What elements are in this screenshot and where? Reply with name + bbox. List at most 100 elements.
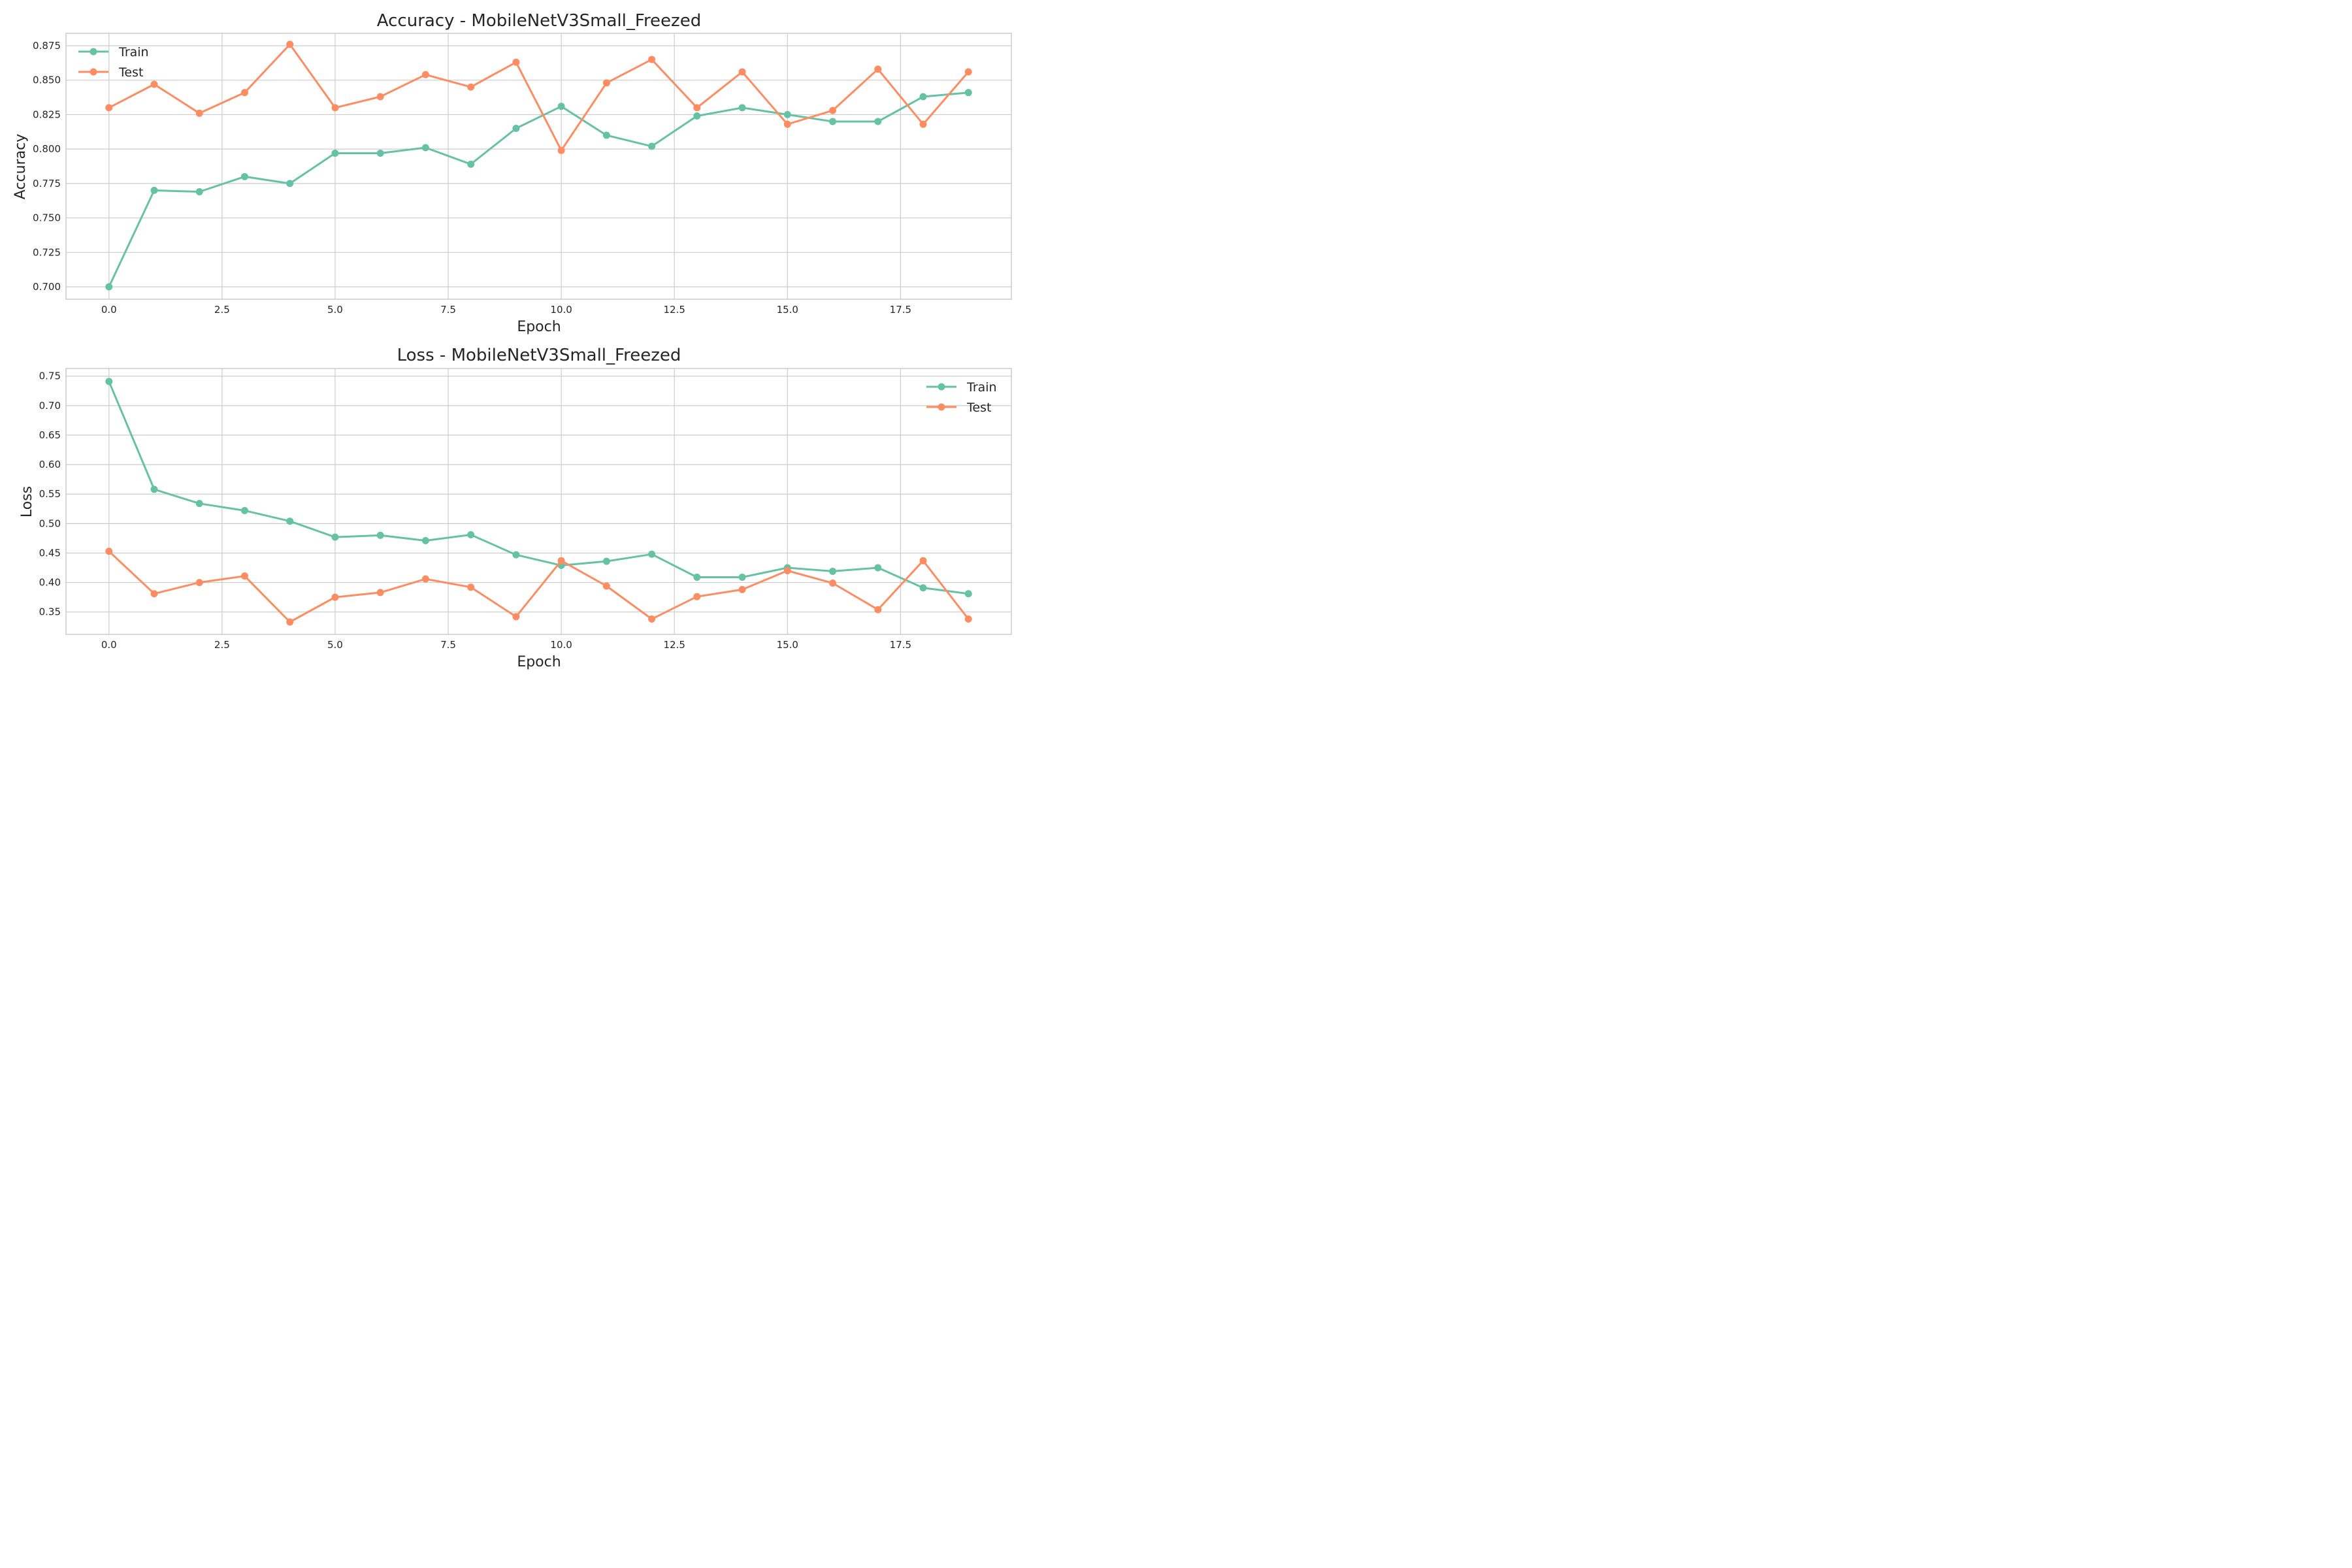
loss-y-tick-label: 0.70 [39, 400, 61, 412]
figure: Accuracy - MobileNetV3Small_Freezed 0.0 2… [12, 11, 1012, 670]
accuracy-test-point [105, 104, 113, 112]
loss-train-point [195, 500, 203, 508]
accuracy-train-point [467, 160, 475, 168]
loss-test-point [421, 575, 429, 583]
accuracy-x-tick-label: 15.0 [777, 304, 798, 316]
accuracy-test-point [919, 120, 927, 128]
accuracy-train-point [964, 89, 972, 97]
loss-train-point [512, 551, 520, 559]
accuracy-test-point [693, 104, 701, 112]
accuracy-test-point [964, 68, 972, 76]
accuracy-train-point [195, 188, 203, 196]
loss-y-tick-label: 0.50 [39, 517, 61, 529]
accuracy-train-point [738, 104, 746, 112]
accuracy-x-tick-label: 7.5 [440, 304, 456, 316]
loss-y-tick-label: 0.35 [39, 606, 61, 618]
legend-loss-test-marker [938, 403, 945, 411]
accuracy-y-tick-label: 0.725 [33, 246, 61, 258]
legend-accuracy-test-label: Test [118, 65, 143, 80]
legend-loss-test-label: Test [966, 400, 991, 415]
accuracy-test-point [467, 83, 475, 91]
loss-x-tick-label: 5.0 [327, 639, 343, 651]
accuracy-chart: Accuracy - MobileNetV3Small_Freezed 0.0 2… [12, 11, 1012, 335]
accuracy-x-tick-label: 5.0 [327, 304, 343, 316]
loss-train-point [919, 584, 927, 592]
loss-plot-frame [65, 368, 1012, 635]
accuracy-test-point [331, 104, 339, 112]
accuracy-test-point [602, 79, 610, 87]
accuracy-test-point [783, 120, 791, 128]
accuracy-ticks: 0.0 2.5 5.0 7.5 10.0 12.5 15.0 17.5 0.700 0.725 0.… [33, 40, 911, 316]
accuracy-test-point [738, 68, 746, 76]
accuracy-series [105, 41, 972, 291]
accuracy-y-tick-label: 0.850 [33, 74, 61, 86]
accuracy-plot-frame [65, 33, 1012, 300]
loss-chart-title: Loss - MobileNetV3Small_Freezed [397, 346, 681, 365]
loss-train-point [964, 590, 972, 598]
accuracy-train-point [648, 142, 656, 150]
loss-ticks: 0.0 2.5 5.0 7.5 10.0 12.5 15.0 17.5 0.35 0.40 0.45… [39, 370, 911, 651]
loss-test-point [919, 557, 927, 564]
legend-accuracy-train-marker [90, 48, 97, 56]
loss-train-point [693, 573, 701, 581]
accuracy-train-point [286, 180, 294, 188]
loss-train-point [240, 506, 248, 514]
accuracy-test-point [829, 106, 837, 114]
loss-train-point [421, 537, 429, 545]
accuracy-y-tick-label: 0.800 [33, 143, 61, 155]
accuracy-train-point [829, 118, 837, 125]
accuracy-train-point [557, 103, 565, 110]
loss-test-point [602, 582, 610, 590]
accuracy-test-point [150, 80, 158, 88]
loss-test-point [467, 583, 475, 591]
loss-y-tick-label: 0.60 [39, 459, 61, 470]
accuracy-test-point [195, 109, 203, 117]
loss-chart: Loss - MobileNetV3Small_Freezed 0.0 2.5 5.… [19, 346, 1012, 670]
loss-train-line [108, 381, 969, 595]
loss-test-line [108, 550, 970, 623]
loss-y-tick-label: 0.45 [39, 547, 61, 559]
accuracy-test-point [240, 89, 248, 97]
loss-x-axis-label: Epoch [517, 654, 561, 670]
accuracy-y-tick-label: 0.700 [33, 281, 61, 293]
accuracy-train-point [512, 125, 520, 133]
loss-test-point [105, 547, 113, 555]
loss-y-tick-label: 0.55 [39, 488, 61, 500]
loss-test-point [286, 618, 294, 626]
accuracy-legend: Train Test [78, 45, 149, 80]
legend-loss-train-label: Train [966, 380, 997, 395]
loss-train-point [874, 564, 882, 572]
loss-test-point [195, 579, 203, 587]
accuracy-x-tick-label: 2.5 [214, 304, 230, 316]
loss-train-point [467, 531, 475, 538]
accuracy-train-point [240, 172, 248, 180]
loss-test-point [964, 615, 972, 623]
loss-train-point [648, 550, 656, 558]
accuracy-train-point [150, 186, 158, 194]
accuracy-x-tick-label: 12.5 [664, 304, 685, 316]
loss-x-tick-label: 17.5 [890, 639, 911, 651]
loss-train-point [286, 517, 294, 525]
loss-test-point [693, 593, 701, 600]
accuracy-x-tick-label: 10.0 [550, 304, 572, 316]
loss-y-tick-label: 0.75 [39, 370, 61, 382]
accuracy-train-point [874, 118, 882, 125]
accuracy-test-point [421, 71, 429, 78]
accuracy-chart-title: Accuracy - MobileNetV3Small_Freezed [377, 11, 701, 31]
accuracy-y-tick-label: 0.825 [33, 108, 61, 120]
loss-x-tick-label: 12.5 [664, 639, 685, 651]
loss-y-tick-label: 0.65 [39, 429, 61, 441]
loss-series [105, 378, 972, 626]
loss-test-point [648, 615, 656, 623]
loss-grid [66, 368, 1011, 634]
accuracy-test-point [286, 41, 294, 48]
accuracy-test-point [512, 58, 520, 66]
accuracy-test-point [874, 65, 882, 73]
accuracy-train-point [331, 149, 339, 157]
loss-test-point [331, 593, 339, 601]
accuracy-train-point [105, 283, 113, 291]
accuracy-train-line [108, 91, 969, 287]
loss-test-point [512, 613, 520, 621]
legend-loss-train-marker [938, 383, 945, 391]
legend-accuracy-train-label: Train [118, 45, 149, 59]
